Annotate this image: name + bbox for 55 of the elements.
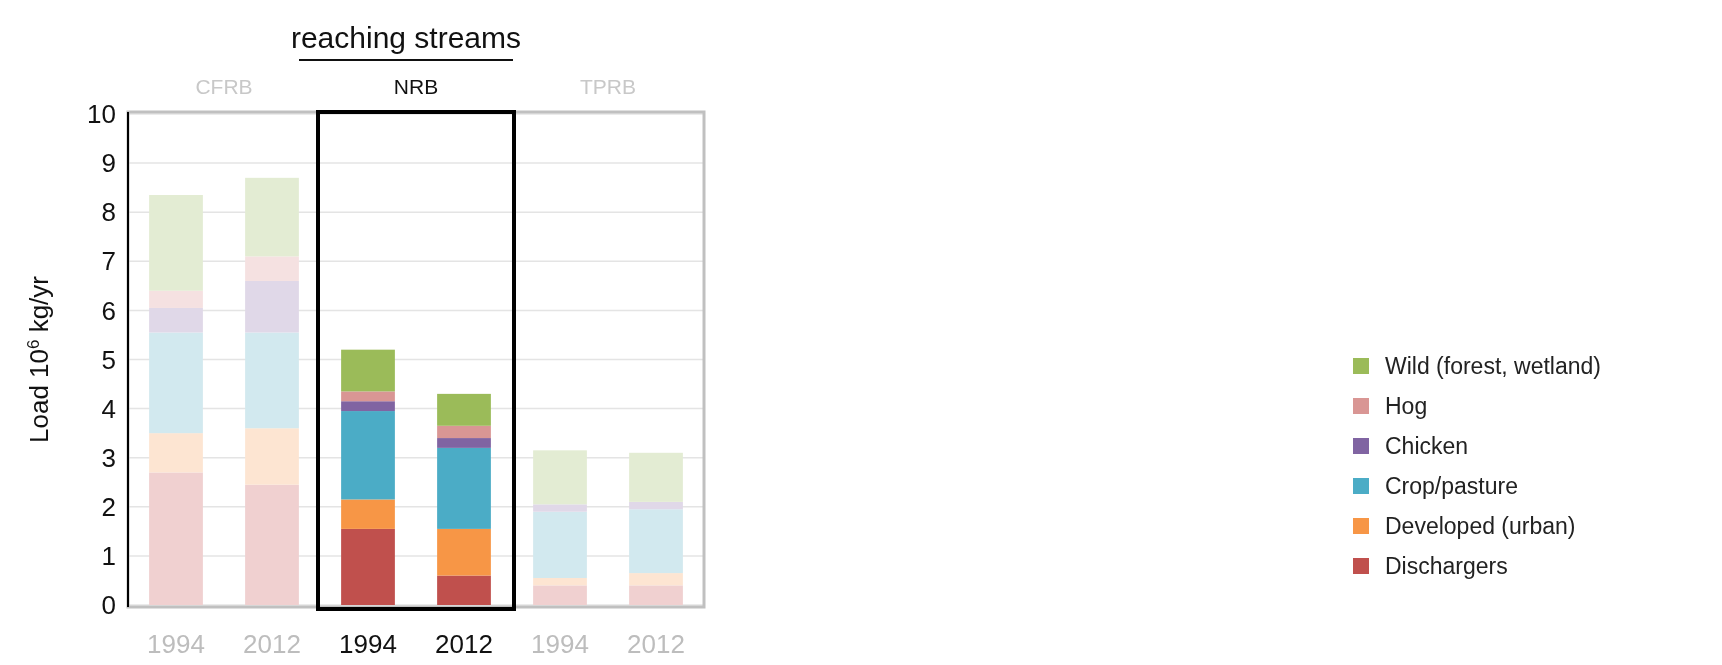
bar bbox=[245, 256, 299, 281]
x-tick-label: 2012 bbox=[243, 629, 301, 659]
bar bbox=[149, 195, 203, 291]
bar bbox=[149, 290, 203, 308]
y-tick-label: 5 bbox=[101, 344, 116, 375]
bar bbox=[629, 452, 683, 502]
x-tick-label: 1994 bbox=[147, 629, 205, 659]
bar bbox=[341, 391, 395, 402]
legend-label: Chicken bbox=[1385, 433, 1469, 460]
bar bbox=[437, 438, 491, 448]
legend-label: Dischargers bbox=[1385, 553, 1508, 580]
y-tick-label: 3 bbox=[101, 442, 116, 473]
chart-title: reaching streams bbox=[290, 21, 522, 54]
bar bbox=[245, 177, 299, 257]
legend-label: Wild (forest, wetland) bbox=[1385, 353, 1602, 380]
bar bbox=[341, 499, 395, 529]
bar bbox=[341, 401, 395, 412]
y-tick-label: 0 bbox=[101, 590, 116, 621]
bar bbox=[437, 393, 491, 426]
y-tick-label: 2 bbox=[101, 491, 116, 522]
bar bbox=[341, 411, 395, 500]
legend-label: Hog bbox=[1385, 393, 1428, 420]
bar bbox=[245, 428, 299, 485]
bar bbox=[629, 573, 683, 586]
bar bbox=[629, 509, 683, 574]
text: NRB bbox=[393, 75, 439, 98]
bar bbox=[341, 528, 395, 605]
bar bbox=[533, 511, 587, 578]
bar bbox=[149, 472, 203, 605]
bar bbox=[533, 578, 587, 586]
bar bbox=[533, 450, 587, 505]
bar bbox=[437, 425, 491, 439]
x-tick-label: 2012 bbox=[627, 629, 685, 659]
bar bbox=[437, 528, 491, 576]
y-tick-label: 10 bbox=[87, 99, 116, 130]
bar bbox=[245, 484, 299, 605]
x-tick-label: 1994 bbox=[339, 629, 397, 659]
y-tick-label: 9 bbox=[101, 148, 116, 179]
y-tick-label: 6 bbox=[101, 295, 116, 326]
x-tick-label: 2012 bbox=[435, 629, 493, 659]
bar bbox=[245, 332, 299, 429]
bar bbox=[149, 332, 203, 434]
bar bbox=[437, 447, 491, 529]
bar bbox=[533, 585, 587, 605]
y-tick-label: 8 bbox=[101, 197, 116, 228]
y-tick-label: 1 bbox=[101, 541, 116, 571]
legend-label: Crop/pasture bbox=[1385, 473, 1518, 500]
bar bbox=[437, 575, 491, 605]
bar bbox=[149, 433, 203, 473]
y-tick-label: 4 bbox=[101, 393, 116, 424]
x-tick-label: 1994 bbox=[531, 629, 589, 659]
bar bbox=[341, 349, 395, 392]
y-tick-label: 7 bbox=[101, 246, 116, 277]
legend-label: Developed (urban) bbox=[1385, 513, 1576, 540]
bar bbox=[629, 585, 683, 605]
